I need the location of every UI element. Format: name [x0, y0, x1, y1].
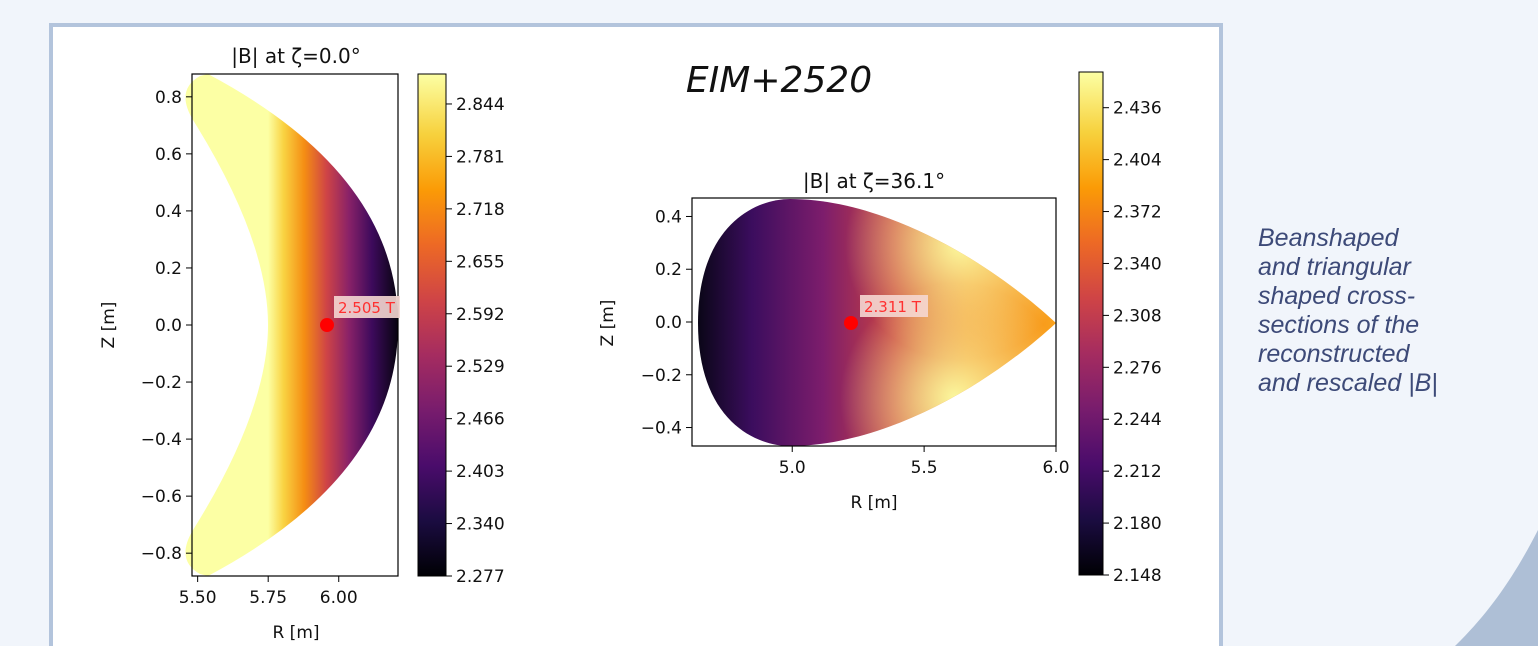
- slide-headline: EIM+2520: [686, 60, 872, 101]
- colorbar-tick-label: 2.655: [456, 252, 505, 272]
- caption-line: reconstructed: [1258, 340, 1410, 368]
- y-tick-label: 0.0: [655, 313, 682, 333]
- y-tick-label: −0.6: [141, 487, 182, 507]
- colorbar-tick-label: 2.340: [456, 515, 505, 535]
- x-axis-label: R [m]: [850, 493, 897, 513]
- y-tick-label: 0.8: [155, 88, 182, 108]
- plot-title: |B| at ζ=0.0°: [231, 44, 360, 68]
- y-tick-label: −0.2: [641, 366, 682, 386]
- triangle-highlight-bottom: [698, 199, 1056, 446]
- colorbar-tick-label: 2.529: [456, 357, 505, 377]
- colorbar-tick-label: 2.844: [456, 95, 505, 115]
- y-tick-label: 0.4: [655, 207, 682, 227]
- marker-point: [320, 318, 334, 332]
- slide-caption: Beanshaped and triangular shaped cross- …: [1258, 224, 1508, 398]
- marker-label-box: [334, 296, 400, 318]
- colorbar-tick-label: 2.180: [1113, 514, 1162, 534]
- colorbar: [1078, 71, 1104, 576]
- y-axis-label: Z [m]: [598, 300, 618, 347]
- corner-swoosh: [1455, 530, 1538, 646]
- colorbar-tick-label: 2.403: [456, 462, 505, 482]
- colorbar-tick-label: 2.277: [456, 567, 505, 587]
- colorbar-tick-label: 2.276: [1113, 358, 1162, 378]
- colorbar-tick-label: 2.372: [1113, 203, 1162, 223]
- y-tick-label: −0.4: [141, 430, 182, 450]
- x-tick-label: 5.50: [179, 588, 217, 608]
- bean-cross-section: [185, 74, 398, 576]
- caption-line: Beanshaped: [1258, 224, 1399, 252]
- colorbar-tick-label: 2.244: [1113, 410, 1162, 430]
- y-tick-label: 0.6: [155, 145, 182, 165]
- marker-label-box: [860, 295, 928, 317]
- colorbar-ticks: 2.844 2.781 2.718 2.655 2.592 2.529 2.466 2.403…: [446, 95, 505, 587]
- x-tick-label: 6.0: [1042, 458, 1069, 478]
- colorbar-tick-label: 2.308: [1113, 306, 1162, 326]
- x-axis: 5.0 5.5 6.0: [779, 446, 1070, 478]
- y-axis: 0.4 0.2 0.0 −0.2 −0.4: [641, 207, 692, 439]
- x-tick-label: 6.00: [320, 588, 358, 608]
- colorbar-tick-label: 2.148: [1113, 566, 1162, 586]
- x-tick-label: 5.0: [779, 458, 806, 478]
- caption-line: sections of the: [1258, 311, 1420, 339]
- y-axis: 0.8 0.6 0.4 0.2 0.0 −0.2 −0.4 −0.6 −0.8: [141, 88, 192, 564]
- caption-line: shaped cross-: [1258, 282, 1416, 310]
- x-axis: 5.50 5.75 6.00: [179, 576, 358, 608]
- colorbar-tick-label: 2.404: [1113, 151, 1162, 171]
- plot-bean: |B| at ζ=0.0° 0.8 0.6 0.4 0.2 0.0 −0.2 −0.4 −0.…: [99, 44, 505, 643]
- y-tick-label: −0.2: [141, 373, 182, 393]
- marker-point: [844, 316, 858, 330]
- marker-label: 2.505 T: [338, 299, 396, 317]
- x-axis-label: R [m]: [272, 623, 319, 643]
- colorbar-tick-label: 2.212: [1113, 462, 1162, 482]
- colorbar-tick-label: 2.466: [456, 410, 505, 430]
- y-tick-label: 0.0: [155, 316, 182, 336]
- y-tick-label: 0.2: [155, 259, 182, 279]
- colorbar-tick-label: 2.781: [456, 147, 505, 167]
- x-tick-label: 5.75: [249, 588, 287, 608]
- x-tick-label: 5.5: [911, 458, 938, 478]
- colorbar-tick-label: 2.718: [456, 200, 505, 220]
- plot-triangle: |B| at ζ=36.1° 0.4 0.2 0.0 −0.2 −0.4 5.0 5.5 6…: [598, 71, 1162, 586]
- marker-label: 2.311 T: [864, 298, 922, 316]
- y-tick-label: −0.8: [141, 544, 182, 564]
- caption-line: and rescaled |B|: [1258, 369, 1438, 397]
- colorbar-tick-label: 2.592: [456, 305, 505, 325]
- caption-line: and triangular: [1258, 253, 1411, 281]
- y-tick-label: 0.4: [155, 202, 182, 222]
- y-axis-label: Z [m]: [99, 302, 119, 349]
- colorbar-tick-label: 2.436: [1113, 99, 1162, 119]
- y-tick-label: 0.2: [655, 260, 682, 280]
- colorbar-tick-label: 2.340: [1113, 254, 1162, 274]
- colorbar-ticks: 2.436 2.404 2.372 2.340 2.308 2.276 2.244 2.212…: [1103, 99, 1162, 586]
- plot-title: |B| at ζ=36.1°: [803, 169, 945, 193]
- y-tick-label: −0.4: [641, 419, 682, 439]
- colorbar: [417, 73, 447, 577]
